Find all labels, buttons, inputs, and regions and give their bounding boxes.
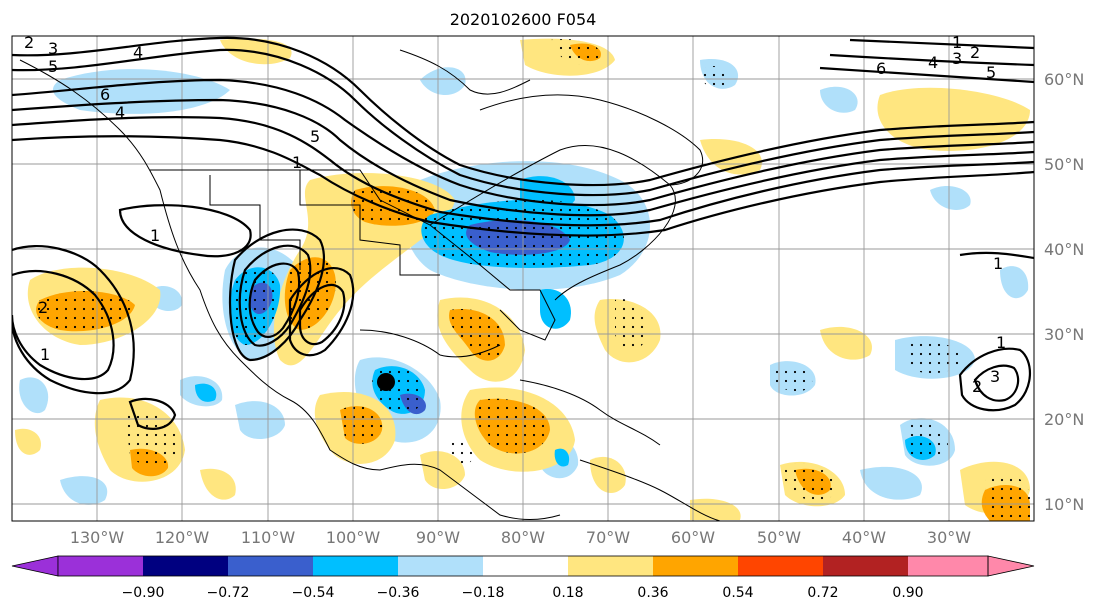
colorbar-segment xyxy=(58,556,143,576)
colorbar-tick: −0.54 xyxy=(292,585,335,601)
colorbar-tick: 0.54 xyxy=(722,585,753,601)
colorbar-tick: 0.36 xyxy=(637,585,668,601)
contour-label: 4 xyxy=(133,43,143,62)
colorbar-segment xyxy=(823,556,908,576)
contour-label: 2 xyxy=(38,298,48,317)
colorbar-segment xyxy=(568,556,653,576)
lon-label: 80°W xyxy=(501,528,545,547)
colorbar-max-arrow xyxy=(987,555,1035,577)
contour-label: 6 xyxy=(100,85,110,104)
colorbar-segment xyxy=(228,556,313,576)
contour-label: 2 xyxy=(972,377,982,396)
contour-label: 5 xyxy=(310,127,320,146)
storm-center-marker xyxy=(377,373,395,391)
lon-label: 70°W xyxy=(586,528,630,547)
colorbar-tick: −0.90 xyxy=(122,585,165,601)
colorbar-segment xyxy=(143,556,228,576)
colorbar-segment xyxy=(398,556,483,576)
contour-label: 6 xyxy=(876,59,886,78)
map-border xyxy=(11,35,1035,522)
colorbar-tick: −0.36 xyxy=(377,585,420,601)
latitude-labels: 60°N 50°N 40°N 30°N 20°N 10°N xyxy=(1044,70,1084,514)
colorbar-segment xyxy=(908,556,988,576)
lon-label: 90°W xyxy=(416,528,460,547)
contour-label: 4 xyxy=(115,103,125,122)
lat-label: 40°N xyxy=(1044,240,1084,259)
lat-label: 60°N xyxy=(1044,70,1084,89)
lon-label: 50°W xyxy=(757,528,801,547)
contour-label: 5 xyxy=(48,57,58,76)
contour-lines xyxy=(12,36,1034,430)
longitude-labels: 130°W 120°W 110°W 100°W 90°W 80°W 70°W 6… xyxy=(70,528,971,547)
colorbar-tick: 0.72 xyxy=(807,585,838,601)
lat-label: 20°N xyxy=(1044,410,1084,429)
map-title: 2020102600 F054 xyxy=(450,10,597,29)
contour-label: 1 xyxy=(996,333,1006,352)
contour-label: 2 xyxy=(970,43,980,62)
contour-label: 4 xyxy=(928,53,938,72)
lon-label: 110°W xyxy=(241,528,296,547)
colorbar-segment xyxy=(313,556,398,576)
colorbar-segment xyxy=(653,556,738,576)
colorbar-min-arrow xyxy=(11,555,59,577)
contour-label-group: 2 3 4 5 6 4 5 1 1 2 1 6 4 3 2 1 5 1 1 3 … xyxy=(24,33,1006,396)
contour-label: 5 xyxy=(986,63,996,82)
lon-label: 130°W xyxy=(70,528,125,547)
lat-label: 10°N xyxy=(1044,495,1084,514)
contour-label: 3 xyxy=(952,49,962,68)
colorbar-tick: −0.72 xyxy=(207,585,250,601)
contour-label: 1 xyxy=(292,153,302,172)
lon-label: 40°W xyxy=(842,528,886,547)
lon-label: 30°W xyxy=(927,528,971,547)
colorbar-tick: 0.18 xyxy=(552,585,583,601)
lon-label: 60°W xyxy=(671,528,715,547)
contour-label: 3 xyxy=(48,39,58,58)
colorbar-tick: 0.90 xyxy=(892,585,923,601)
colorbar-segment xyxy=(483,556,568,576)
colorbar-tick: −0.18 xyxy=(462,585,505,601)
colorbar-segment xyxy=(738,556,823,576)
lat-label: 30°N xyxy=(1044,325,1084,344)
lat-label: 50°N xyxy=(1044,155,1084,174)
map-field-layer: 2 3 4 5 6 4 5 1 1 2 1 6 4 3 2 1 5 1 1 3 … xyxy=(12,33,1034,521)
contour-label: 3 xyxy=(990,367,1000,386)
contour-label: 1 xyxy=(952,33,962,52)
contour-label: 1 xyxy=(40,345,50,364)
contour-label: 1 xyxy=(993,254,1003,273)
contour-label: 1 xyxy=(150,226,160,245)
lon-label: 120°W xyxy=(155,528,210,547)
colorbar: −0.90 −0.72 −0.54 −0.36 −0.18 0.18 0.36 … xyxy=(11,555,1035,601)
lon-label: 100°W xyxy=(326,528,381,547)
contour-label: 2 xyxy=(24,33,34,52)
